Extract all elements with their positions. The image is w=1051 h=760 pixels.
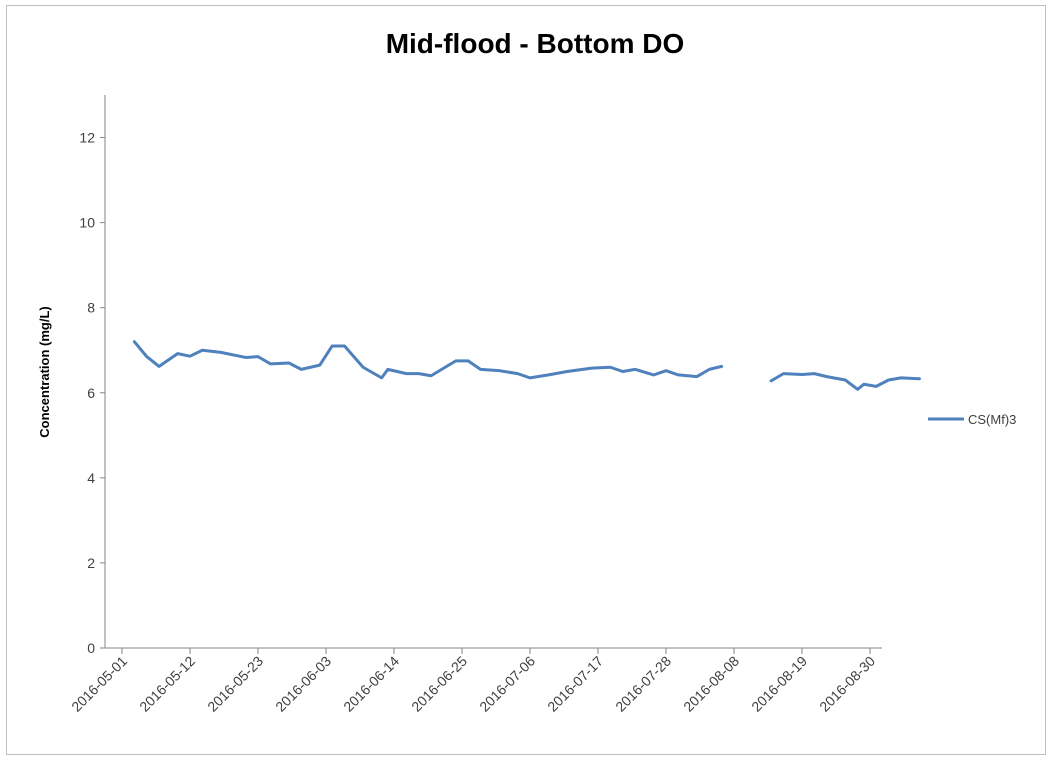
y-tick-label: 0 [87, 640, 95, 656]
x-tick-label: 2016-08-19 [748, 653, 810, 715]
series-line [132, 340, 724, 380]
y-tick-label: 10 [79, 215, 95, 231]
x-tick-label: 2016-06-03 [272, 653, 334, 715]
y-tick-label: 2 [87, 555, 95, 571]
x-tick-label: 2016-06-25 [408, 653, 470, 715]
legend-label: CS(Mf)3 [968, 412, 1016, 427]
x-tick-label: 2016-06-14 [340, 653, 402, 715]
y-tick-label: 4 [87, 470, 95, 486]
y-tick-label: 6 [87, 385, 95, 401]
x-tick-label: 2016-08-30 [816, 653, 878, 715]
chart-frame [6, 5, 1046, 755]
x-tick-label: 2016-05-01 [68, 653, 130, 715]
x-tick-label: 2016-07-28 [612, 653, 674, 715]
y-tick-label: 8 [87, 300, 95, 316]
series-line [769, 372, 921, 391]
x-tick-label: 2016-07-06 [476, 653, 538, 715]
x-tick-label: 2016-07-17 [544, 653, 606, 715]
x-tick-label: 2016-05-12 [136, 653, 198, 715]
x-tick-label: 2016-08-08 [680, 653, 742, 715]
x-tick-label: 2016-05-23 [204, 653, 266, 715]
y-tick-label: 12 [79, 130, 95, 146]
chart-title: Mid-flood - Bottom DO [385, 28, 685, 59]
